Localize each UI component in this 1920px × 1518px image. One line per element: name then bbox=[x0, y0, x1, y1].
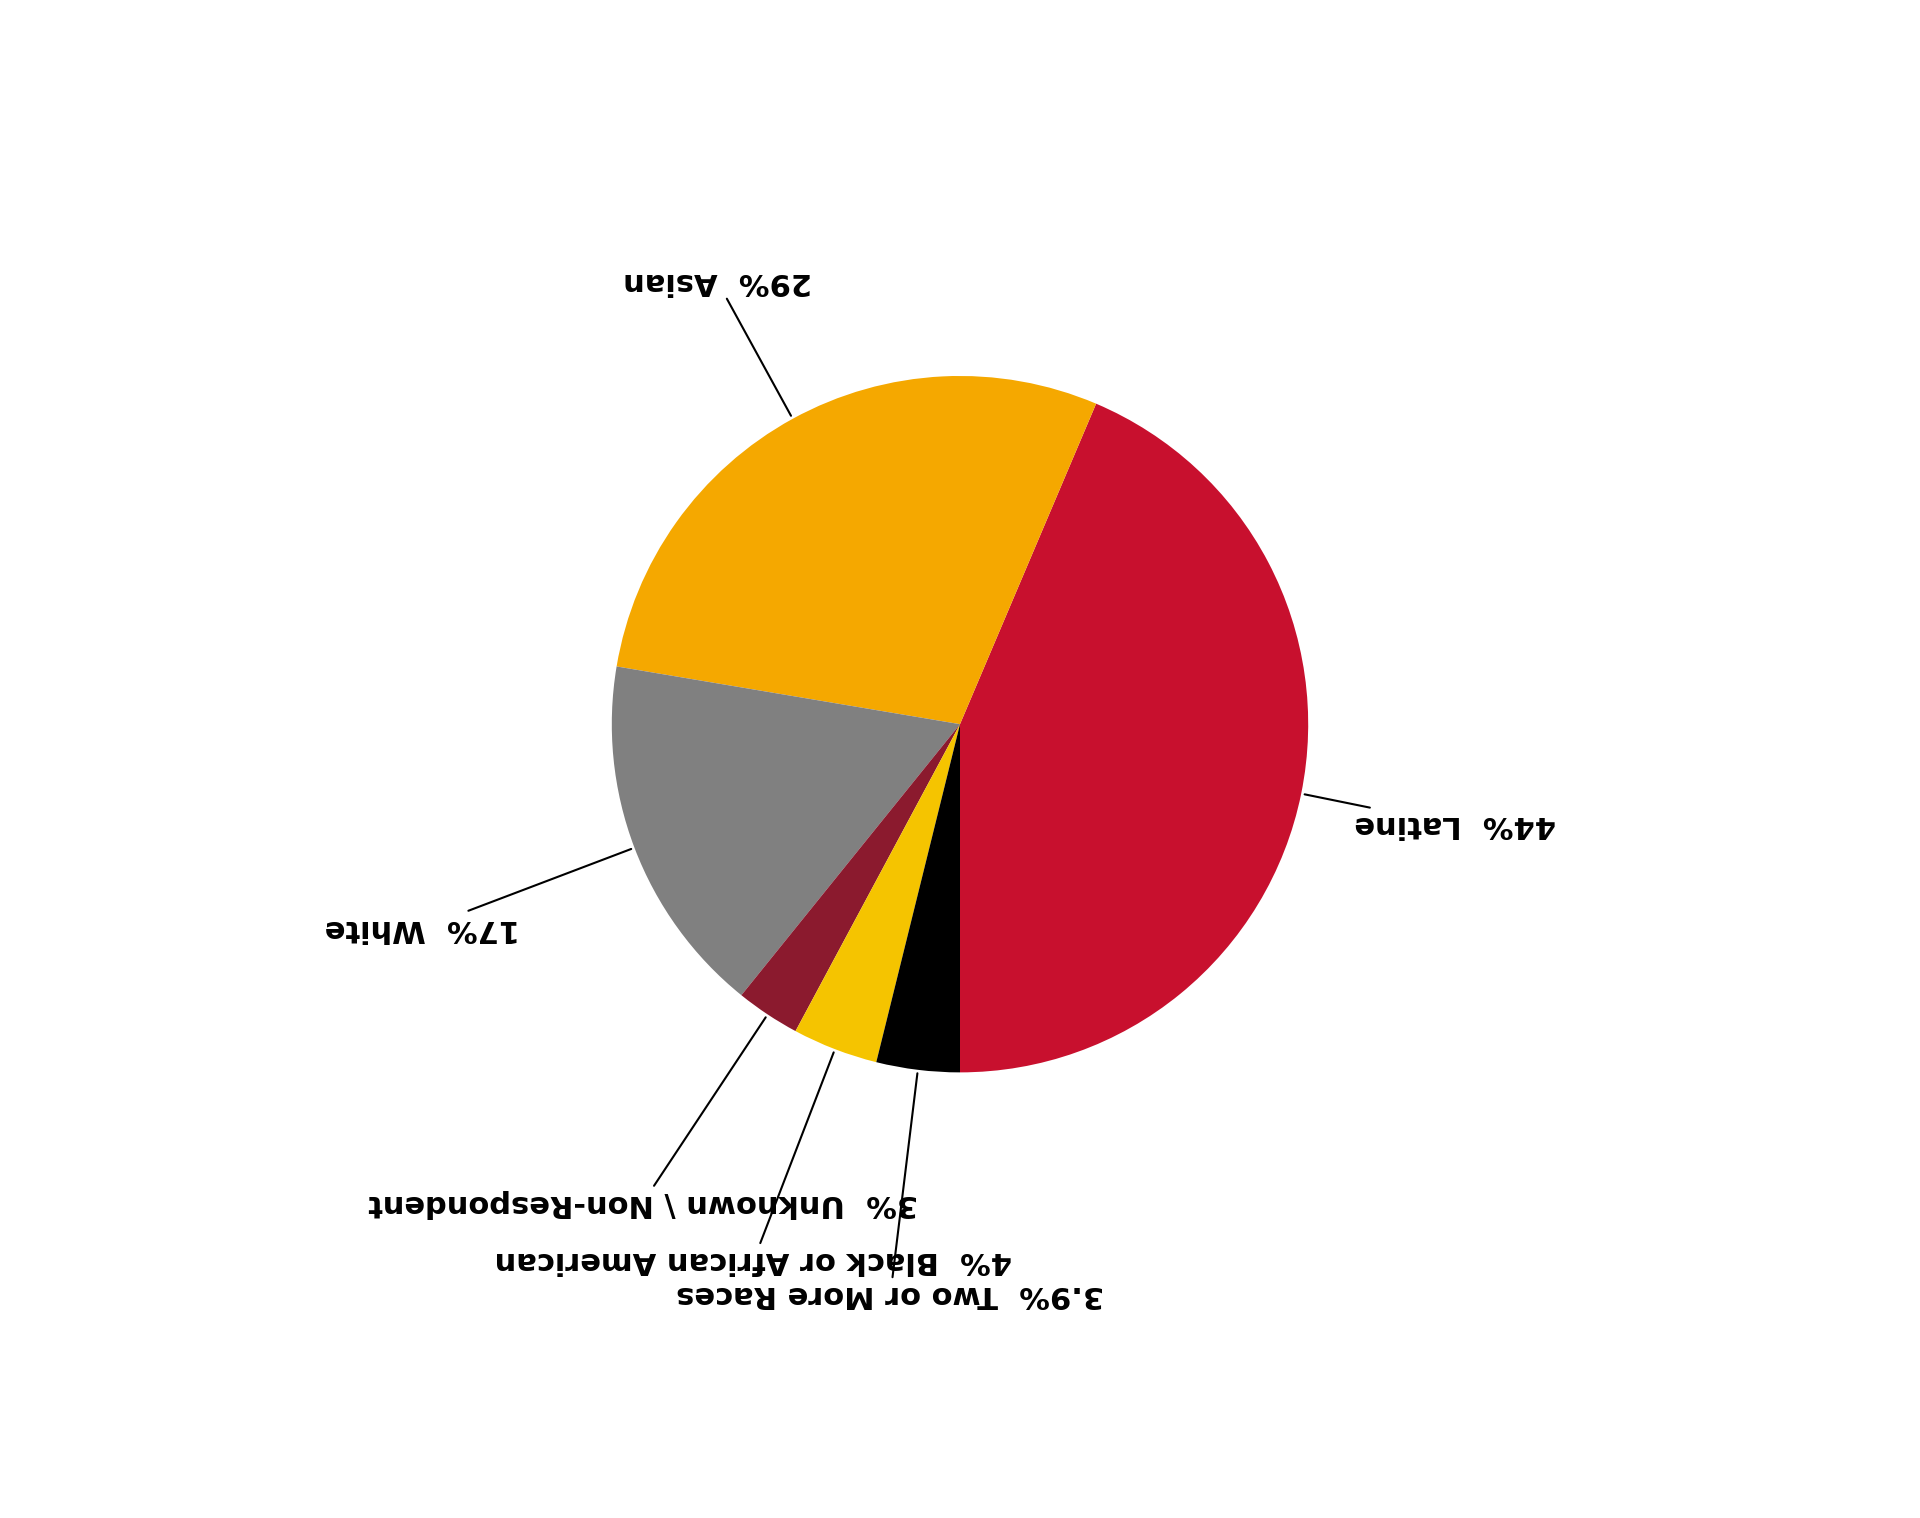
Text: 3%  Unknown \ Non-Respondent: 3% Unknown \ Non-Respondent bbox=[367, 1017, 918, 1217]
Text: 29%  Asian: 29% Asian bbox=[622, 267, 812, 416]
Wedge shape bbox=[795, 724, 960, 1063]
Text: 4%  Black or African American: 4% Black or African American bbox=[495, 1052, 1012, 1275]
Text: 17%  White: 17% White bbox=[324, 849, 632, 943]
Text: 44%  Latine: 44% Latine bbox=[1304, 794, 1555, 839]
Wedge shape bbox=[612, 666, 960, 996]
Wedge shape bbox=[616, 376, 1096, 724]
Wedge shape bbox=[876, 724, 960, 1072]
Text: 3.9%  Two or More Races: 3.9% Two or More Races bbox=[676, 1073, 1104, 1309]
Wedge shape bbox=[960, 404, 1308, 1072]
Wedge shape bbox=[741, 724, 960, 1031]
